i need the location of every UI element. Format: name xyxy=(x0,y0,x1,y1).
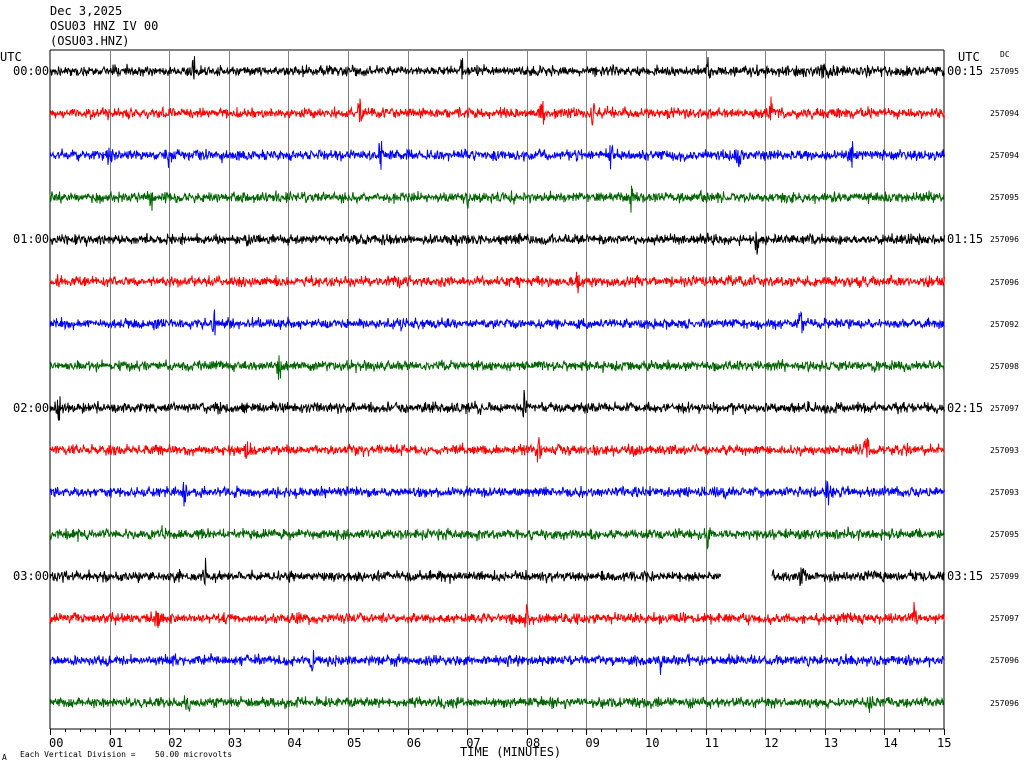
trace-row-14 xyxy=(49,601,945,629)
x-tick-label: 10 xyxy=(645,736,660,750)
left-utc-label: UTC xyxy=(0,50,22,64)
dc-offset-label: 257096 xyxy=(990,698,1019,708)
trace-row-4 xyxy=(49,185,945,213)
right-time-label: 02:15 xyxy=(947,400,984,415)
x-tick-label: 09 xyxy=(585,736,600,750)
left-time-label: 02:00 xyxy=(13,400,50,415)
grid-layer xyxy=(49,49,945,730)
trace-row-2 xyxy=(50,96,945,126)
trace-row-8 xyxy=(49,355,945,380)
dc-offset-label: 257094 xyxy=(990,109,1019,119)
x-tick-label: 02 xyxy=(168,736,183,750)
right-time-label: 00:15 xyxy=(947,64,984,78)
x-tick-label: 15 xyxy=(937,736,952,750)
trace-row-12 xyxy=(49,525,945,550)
dc-label: DC xyxy=(1000,50,1010,59)
right-time-label: 03:15 xyxy=(947,569,984,584)
dc-offset-label: 257092 xyxy=(990,319,1019,329)
right-utc-label: UTC xyxy=(958,50,980,64)
x-tick-label: 03 xyxy=(227,736,243,750)
trace-row-11 xyxy=(49,480,945,507)
dc-offset-label: 257097 xyxy=(990,403,1019,413)
x-tick-label: 04 xyxy=(287,736,302,750)
left-time-label: 00:00 xyxy=(13,64,50,78)
trace-row-13 xyxy=(49,557,945,587)
x-tick-label: 08 xyxy=(525,736,541,750)
dc-offset-label: 257096 xyxy=(990,235,1019,245)
station-code: (OSU03.HNZ) xyxy=(50,34,130,48)
trace-row-15 xyxy=(49,650,945,675)
dc-offset-label: 257094 xyxy=(990,151,1019,161)
dc-offset-label: 257093 xyxy=(990,488,1019,497)
trace-row-10 xyxy=(49,437,945,463)
chart-date: Dec 3,2025 xyxy=(50,4,123,18)
x-tick-label: 05 xyxy=(347,736,362,750)
x-tick-label: 01 xyxy=(108,736,124,750)
dc-offset-label: 257096 xyxy=(990,277,1019,287)
dc-offset-label: 257095 xyxy=(990,530,1019,540)
scale-value: 50.00 microvolts xyxy=(155,750,233,759)
dc-offset-label: 257099 xyxy=(990,572,1019,582)
x-tick-label: 07 xyxy=(466,736,481,750)
left-time-label: 01:00 xyxy=(13,232,50,247)
trace-row-5 xyxy=(49,231,945,255)
left-time-label: 03:00 xyxy=(13,569,50,584)
dc-offset-label: 257095 xyxy=(990,193,1019,203)
trace-row-7 xyxy=(49,309,945,336)
x-axis-label: TIME (MINUTES) xyxy=(460,745,562,759)
footer-marker: A xyxy=(2,753,7,762)
x-tick-label: 11 xyxy=(704,736,720,750)
trace-row-6 xyxy=(49,271,945,294)
x-tick-label: 06 xyxy=(406,736,422,750)
trace-row-9 xyxy=(49,389,945,421)
dc-offset-label: 257096 xyxy=(990,656,1019,666)
station-name: OSU03 HNZ IV 00 xyxy=(50,19,159,33)
x-tick-label: 13 xyxy=(823,736,839,750)
dc-offset-label: 257095 xyxy=(990,67,1019,76)
dc-offset-label: 257093 xyxy=(990,445,1019,455)
x-tick-label: 00 xyxy=(49,736,64,750)
dc-offset-label: 257098 xyxy=(990,361,1019,371)
trace-row-1 xyxy=(49,56,945,80)
right-time-label: 01:15 xyxy=(947,232,984,247)
scale-prefix: Each Vertical Division = xyxy=(20,750,136,759)
trace-row-16 xyxy=(49,695,945,713)
dc-offset-label: 257097 xyxy=(990,614,1019,624)
x-tick-label: 12 xyxy=(764,736,779,750)
x-tick-label: 14 xyxy=(883,736,898,750)
trace-row-3 xyxy=(49,141,945,170)
trace-layer xyxy=(49,56,945,713)
tick-layer xyxy=(50,729,945,735)
